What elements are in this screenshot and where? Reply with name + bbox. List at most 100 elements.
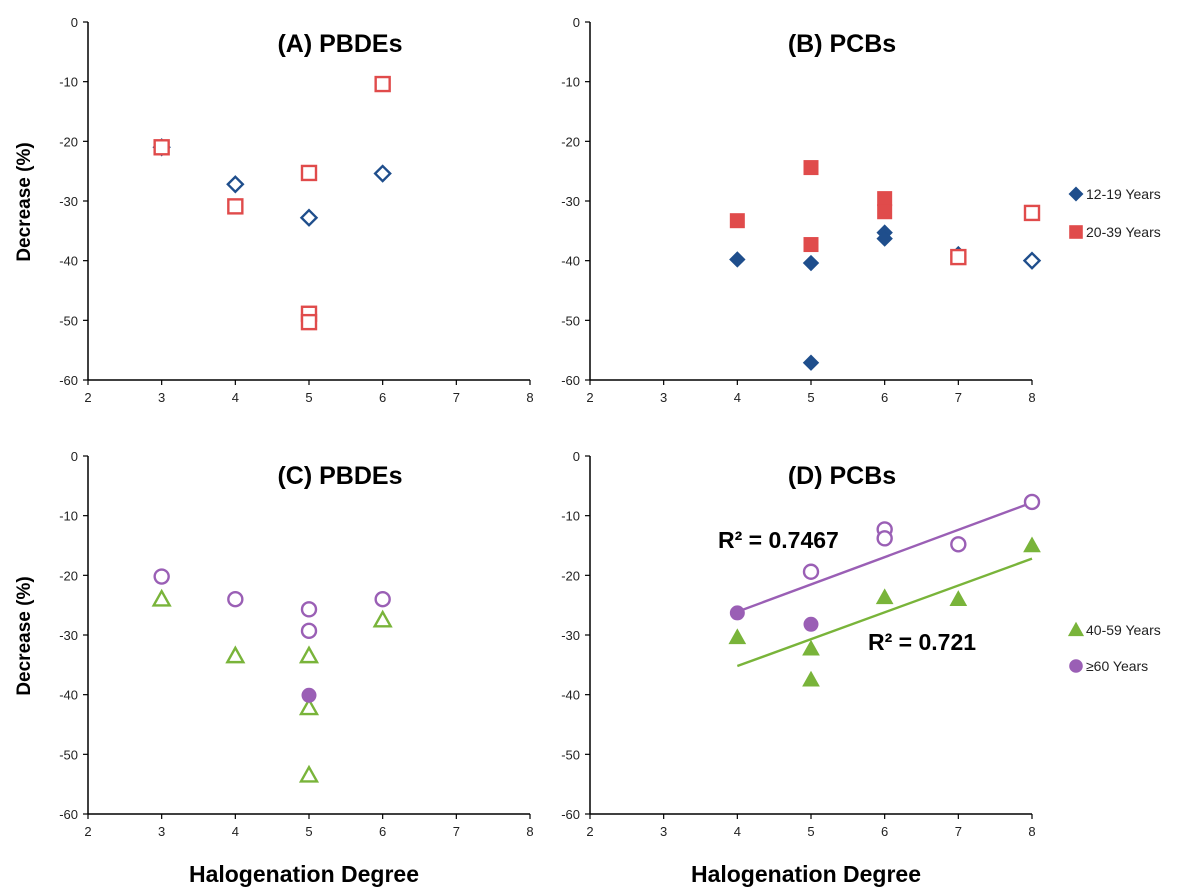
x-tick-label: 4 xyxy=(232,390,239,405)
data-point-diamond xyxy=(802,354,820,371)
legend-marker-diamond xyxy=(1068,186,1084,202)
data-point-triangle xyxy=(372,609,393,628)
data-point-triangle xyxy=(151,588,172,607)
y-axis-label: Decrease (%) xyxy=(14,576,35,695)
y-tick-label: 0 xyxy=(573,15,580,30)
y-tick-label: -30 xyxy=(59,194,78,209)
y-tick-label: -10 xyxy=(59,509,78,524)
y-axis-label: Decrease (%) xyxy=(14,142,35,261)
y-tick-label: -50 xyxy=(561,747,580,762)
trendline xyxy=(736,501,1033,613)
data-point-square xyxy=(803,160,819,176)
data-point-square xyxy=(300,164,318,182)
x-tick-label: 4 xyxy=(734,824,741,839)
x-tick-label: 5 xyxy=(305,824,312,839)
x-tick-label: 3 xyxy=(158,390,165,405)
y-tick-label: -50 xyxy=(59,747,78,762)
data-point-circle xyxy=(153,568,170,585)
x-tick-label: 6 xyxy=(881,824,888,839)
data-point-triangle xyxy=(802,670,820,687)
x-tick-label: 5 xyxy=(807,824,814,839)
data-point-triangle xyxy=(298,645,320,664)
y-tick-label: -10 xyxy=(561,509,580,524)
data-point-square xyxy=(877,204,893,220)
y-tick-label: -40 xyxy=(561,688,580,703)
y-tick-label: -30 xyxy=(561,194,580,209)
data-point-diamond xyxy=(373,164,392,183)
legend: 40-59 Years ≥60 Years xyxy=(1067,621,1161,674)
y-tick-label: -10 xyxy=(59,75,78,90)
panel-title: (D) PCBs xyxy=(788,462,896,490)
data-point-triangle xyxy=(298,764,320,783)
data-point-circle xyxy=(227,591,244,608)
r-squared-label: R² = 0.721 xyxy=(868,629,976,655)
x-tick-label: 5 xyxy=(305,390,312,405)
data-point-circle xyxy=(374,591,391,608)
data-point-circle xyxy=(950,536,967,553)
data-point-square xyxy=(729,213,745,229)
data-point-diamond xyxy=(729,251,746,268)
legends: 12-19 Years 20-39 Years 40-59 Years ≥60 Yea… xyxy=(1067,186,1161,674)
legend-label: 40-59 Years xyxy=(1086,622,1161,638)
data-point-square xyxy=(153,139,170,156)
x-tick-label: 2 xyxy=(84,824,91,839)
data-point-square xyxy=(950,248,967,266)
x-tick-label: 8 xyxy=(526,824,533,839)
y-tick-label: -10 xyxy=(561,75,580,90)
data-point-square xyxy=(227,198,244,215)
y-tick-label: -20 xyxy=(561,568,580,583)
data-point-circle xyxy=(300,622,318,640)
data-point-triangle xyxy=(225,645,246,664)
x-tick-label: 8 xyxy=(526,390,533,405)
legend-label: 20-39 Years xyxy=(1086,224,1161,240)
x-tick-label: 8 xyxy=(1028,390,1035,405)
data-point-triangle xyxy=(802,639,820,656)
x-axis-label: Halogenation Degree xyxy=(691,861,921,887)
y-tick-label: -50 xyxy=(561,313,580,328)
panels: 0 -10 -20 -30 -40 -50 -60 2 3 4 5 6 7 8 (A) PBDEs Decre… xyxy=(14,15,1042,887)
x-tick-label: 7 xyxy=(955,390,962,405)
y-tick-label: -50 xyxy=(59,313,78,328)
data-point-square xyxy=(374,75,391,93)
x-tick-label: 3 xyxy=(660,390,667,405)
y-tick-label: -60 xyxy=(59,373,78,388)
r-squared-label: R² = 0.7467 xyxy=(718,527,839,553)
legend-label: 12-19 Years xyxy=(1086,186,1161,202)
y-tick-label: 0 xyxy=(71,15,78,30)
data-point-diamond xyxy=(1022,251,1042,270)
y-tick-label: -60 xyxy=(561,807,580,822)
data-point-circle xyxy=(876,530,893,547)
panel-d: 0 -10 -20 -30 -40 -50 -60 2 3 4 5 6 7 8 (D) PCBs Haloge… xyxy=(561,449,1041,887)
panel-title: (A) PBDEs xyxy=(277,30,402,58)
data-point-circle xyxy=(1023,493,1041,511)
x-tick-label: 5 xyxy=(807,390,814,405)
x-tick-label: 6 xyxy=(379,824,386,839)
panel-b: 0 -10 -20 -30 -40 -50 -60 2 3 4 5 6 7 8 (B) PCBs xyxy=(561,15,1042,405)
x-tick-label: 2 xyxy=(586,390,593,405)
x-tick-label: 4 xyxy=(232,824,239,839)
y-tick-label: -40 xyxy=(59,254,78,269)
data-point-triangle xyxy=(1023,536,1041,553)
panel-c: 0 -10 -20 -30 -40 -50 -60 2 3 4 5 6 7 8 (C) PBDEs Decre… xyxy=(14,449,534,887)
legend-marker-triangle xyxy=(1067,621,1085,637)
legend: 12-19 Years 20-39 Years xyxy=(1068,186,1161,240)
data-point-circle xyxy=(301,687,317,703)
x-tick-label: 6 xyxy=(881,390,888,405)
data-point-square xyxy=(803,237,819,253)
x-tick-label: 4 xyxy=(734,390,741,405)
x-tick-label: 2 xyxy=(586,824,593,839)
x-tick-label: 7 xyxy=(453,824,460,839)
y-tick-label: -30 xyxy=(561,628,580,643)
y-tick-label: -20 xyxy=(59,134,78,149)
data-point-diamond xyxy=(299,208,319,227)
legend-label: ≥60 Years xyxy=(1086,658,1148,674)
panel-a: 0 -10 -20 -30 -40 -50 -60 2 3 4 5 6 7 8 (A) PBDEs Decre… xyxy=(14,15,534,405)
y-tick-label: -20 xyxy=(59,568,78,583)
data-point-square xyxy=(300,313,318,331)
legend-marker-square xyxy=(1069,225,1083,239)
data-point-triangle xyxy=(949,590,968,606)
y-tick-label: -60 xyxy=(561,373,580,388)
y-tick-label: -60 xyxy=(59,807,78,822)
x-tick-label: 8 xyxy=(1028,824,1035,839)
